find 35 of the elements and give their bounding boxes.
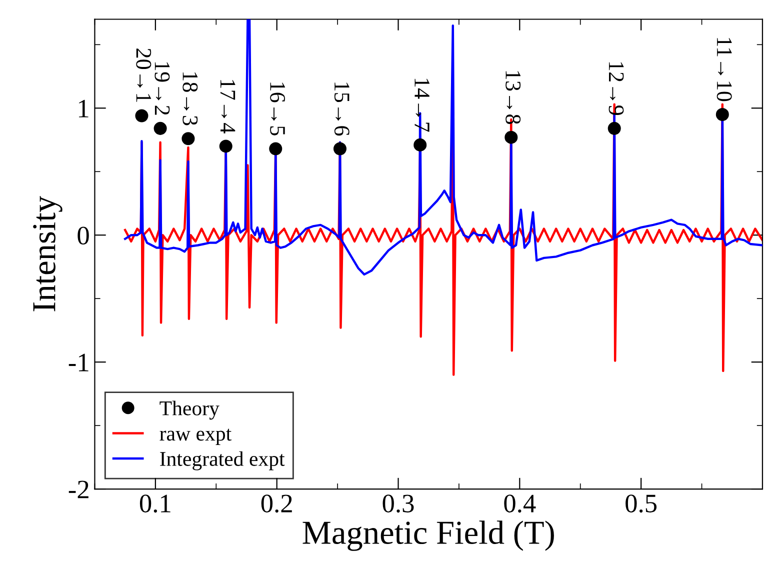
annotation: 18→3 xyxy=(182,72,198,126)
annotation: 12→9 xyxy=(608,62,624,116)
point xyxy=(182,132,195,146)
annotation: 17→4 xyxy=(220,80,236,134)
x-tick-label: 0.1 xyxy=(140,494,170,513)
x-tick-label: 0.5 xyxy=(626,494,657,513)
line-series xyxy=(124,19,762,276)
point xyxy=(716,108,729,121)
annotation: 15→6 xyxy=(334,82,350,136)
point xyxy=(154,122,167,135)
x-axis-title: Magnetic Field (T) xyxy=(302,520,554,551)
point xyxy=(135,109,148,122)
y-tick-label: -1 xyxy=(68,354,88,372)
legend-label: Theory xyxy=(160,400,220,420)
x-tick-label: 0.4 xyxy=(504,494,536,513)
annotation: 11→10 xyxy=(716,38,732,102)
legend-label: raw expt xyxy=(160,428,232,445)
y-axis-title: Intensity xyxy=(33,196,62,312)
point xyxy=(219,140,232,153)
legend-label: Integrated expt xyxy=(160,451,285,470)
annotation: 14→7 xyxy=(414,78,430,132)
point xyxy=(414,138,427,152)
point xyxy=(269,142,282,156)
point xyxy=(504,130,518,144)
annotation: 16→5 xyxy=(270,82,286,136)
annotation: 19→2 xyxy=(154,62,170,115)
y-tick-label: 1 xyxy=(79,100,88,118)
y-tick-label: -2 xyxy=(68,480,88,498)
annotation: 13→8 xyxy=(506,71,521,124)
x-tick-label: 0.3 xyxy=(382,494,414,513)
annotation: 20→1 xyxy=(136,48,152,102)
y-tick-label: 0 xyxy=(78,226,89,245)
point xyxy=(333,142,346,156)
x-tick-label: 0.2 xyxy=(261,494,292,513)
point xyxy=(608,122,621,135)
